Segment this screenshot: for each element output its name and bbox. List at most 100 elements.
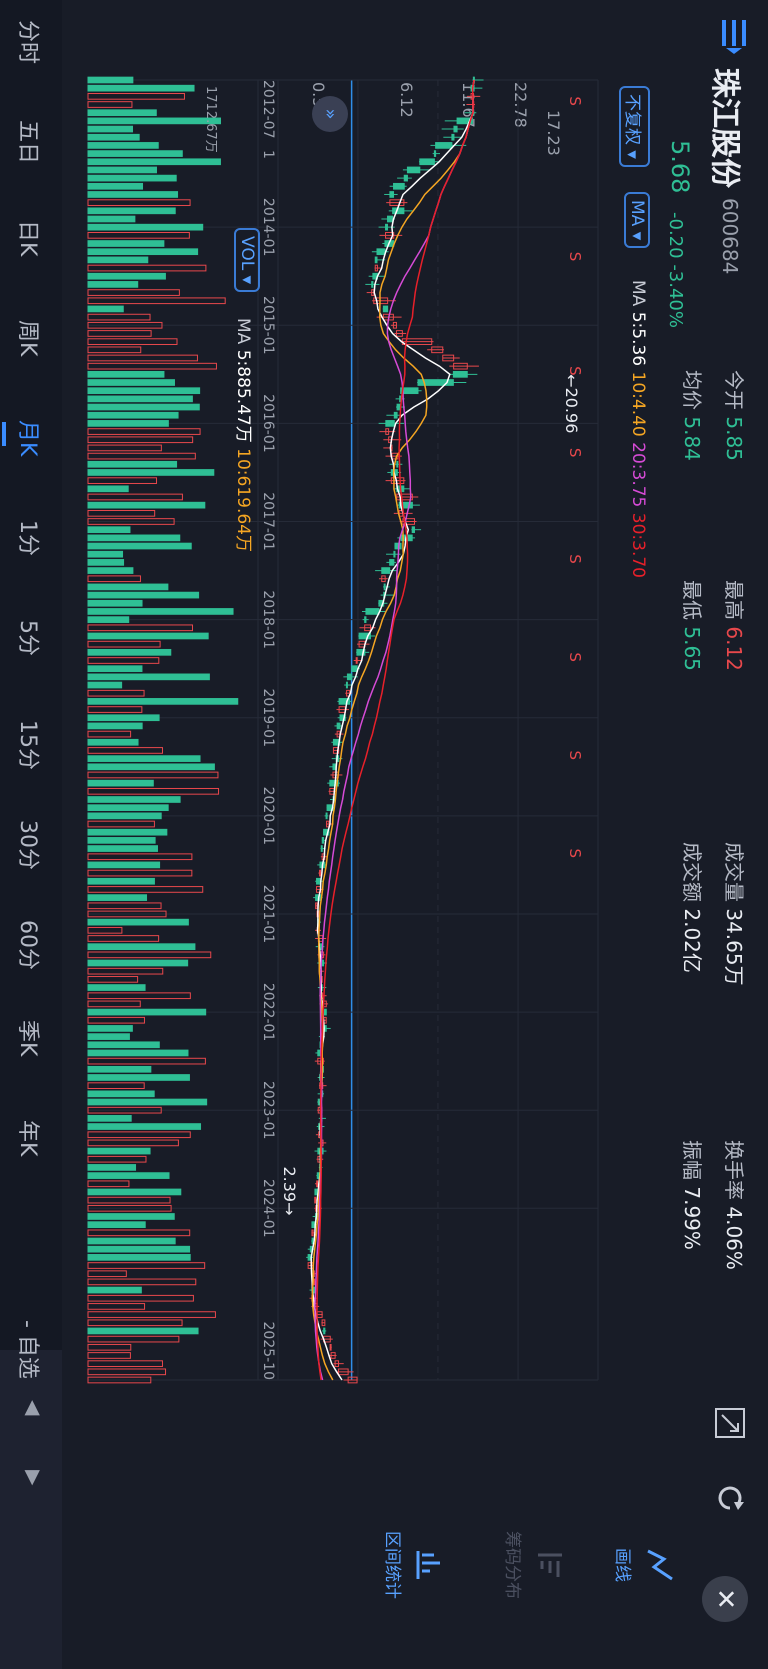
candle-body — [396, 460, 399, 468]
vol-select[interactable]: VOL ▾ — [234, 228, 260, 293]
collapse-double-chevron-icon[interactable]: » — [312, 96, 348, 132]
date-tick: 2012-07 — [260, 80, 276, 139]
volume-bar — [87, 428, 201, 435]
volume-bar — [87, 1221, 146, 1228]
volume-bar — [87, 796, 181, 803]
menu-icon[interactable] — [712, 14, 754, 56]
prev-stock-icon[interactable]: ◀ — [22, 1400, 46, 1416]
volume-bar — [87, 1074, 190, 1081]
chips-tool[interactable]: 筹码分布 — [502, 1520, 568, 1610]
candle-body — [355, 657, 358, 664]
volume-bar — [87, 787, 220, 795]
date-tick: 2021-01 — [260, 885, 276, 944]
tab-10[interactable]: 季K — [15, 1020, 40, 1057]
open-label: 今开 — [722, 370, 746, 410]
volume-bar — [87, 191, 179, 198]
amplitude-label: 振幅 — [680, 1140, 704, 1180]
volume-bar — [87, 395, 193, 403]
candle-body — [315, 902, 318, 910]
candle-body — [453, 362, 468, 370]
candle-body — [325, 812, 328, 820]
volume-bar — [87, 1286, 142, 1294]
fullscreen-icon[interactable] — [708, 1405, 748, 1441]
sell-signal: S — [566, 554, 584, 564]
stat-amount: 成交额 2.02亿 — [679, 842, 708, 973]
grid — [87, 79, 599, 1381]
candle-body — [330, 1352, 336, 1359]
volume-bar — [87, 444, 162, 452]
adjust-select[interactable]: 不复权 ▾ — [619, 86, 650, 167]
tab-8[interactable]: 30分 — [15, 820, 40, 870]
volume-bar — [87, 689, 145, 697]
candle-body — [346, 689, 351, 697]
volume-bar — [87, 624, 193, 632]
candle-body — [389, 199, 405, 206]
range-tool[interactable]: 区间统计 — [382, 1520, 448, 1610]
volume-bar — [87, 657, 160, 664]
draw-label: 画线 — [612, 1548, 632, 1582]
volume-bar — [87, 493, 183, 501]
ma20-line — [314, 79, 475, 1381]
date-tick: 2025-10 — [260, 1322, 276, 1381]
high-label: 最高 — [722, 580, 746, 620]
volume-bar — [87, 174, 177, 182]
volume-bar — [87, 1147, 151, 1155]
volume-bar — [87, 616, 130, 623]
draw-tool[interactable]: 画线 — [612, 1530, 678, 1600]
high-value: 6.12 — [722, 626, 746, 671]
volume-bar — [87, 93, 185, 100]
volume-bar — [87, 387, 201, 395]
candle-body — [371, 281, 374, 288]
volume-bar — [87, 1155, 147, 1163]
tab-11[interactable]: 年K — [15, 1120, 40, 1157]
tab-2[interactable]: 日K — [15, 220, 40, 257]
volume-bar — [87, 706, 143, 713]
volume-bar — [87, 1196, 171, 1204]
stat-turnover: 换手率 4.06% — [721, 1140, 750, 1270]
volume-bar — [87, 1082, 145, 1090]
volume-bar — [87, 779, 154, 787]
volume-bar — [87, 1368, 167, 1376]
candle-body — [385, 232, 395, 239]
volume-bar — [87, 640, 161, 648]
chart-annotations: ←20.96 2.39→ S S S S S S S S — [280, 96, 584, 1215]
ma-lines — [310, 79, 475, 1381]
candle-body — [338, 1368, 349, 1376]
close-button[interactable]: ✕ — [702, 1576, 748, 1622]
ma-select[interactable]: MA ▾ — [624, 192, 650, 249]
candle-body — [316, 1180, 319, 1188]
candle-body — [332, 747, 340, 754]
volume-bar — [87, 976, 139, 983]
candle-body — [451, 133, 455, 141]
tab-4[interactable]: 月K — [15, 420, 40, 457]
candle-body — [395, 330, 403, 337]
volume-bar — [87, 477, 158, 484]
candle-body — [364, 624, 371, 632]
tab-5[interactable]: 1分 — [15, 520, 40, 556]
candle-body — [390, 477, 405, 484]
volume-bar — [87, 1057, 206, 1065]
last-price: 5.68 — [666, 140, 694, 194]
volume-bar — [87, 1311, 216, 1318]
sell-signal: S — [566, 750, 584, 760]
candle-body — [311, 1237, 314, 1245]
tab-6[interactable]: 5分 — [15, 620, 40, 656]
candle-body — [403, 174, 408, 182]
sell-signal: S — [566, 366, 584, 376]
tab-3[interactable]: 周K — [15, 320, 40, 357]
tab-7[interactable]: 15分 — [15, 720, 40, 770]
volume-bar — [87, 403, 200, 411]
next-stock-icon[interactable]: ▶ — [22, 1470, 46, 1486]
tab-0[interactable]: 分时 — [15, 20, 40, 65]
vol-axis-max: 1712.67万 — [203, 86, 218, 153]
tab-1[interactable]: 五日 — [15, 120, 40, 165]
tab-9[interactable]: 60分 — [15, 920, 40, 970]
candle-body — [400, 387, 419, 395]
refresh-icon[interactable] — [708, 1480, 748, 1516]
watchlist-button[interactable]: - 自选 — [15, 1320, 40, 1379]
candle-chart[interactable]: 2012-07 2014-01 2015-01 2016-01 2017-01 2018-… — [68, 70, 608, 1410]
volume-bar — [87, 665, 143, 673]
volume-bar — [87, 747, 163, 754]
vol-ma10: 10:619.64万 — [233, 448, 253, 552]
volume-bar — [87, 591, 200, 599]
